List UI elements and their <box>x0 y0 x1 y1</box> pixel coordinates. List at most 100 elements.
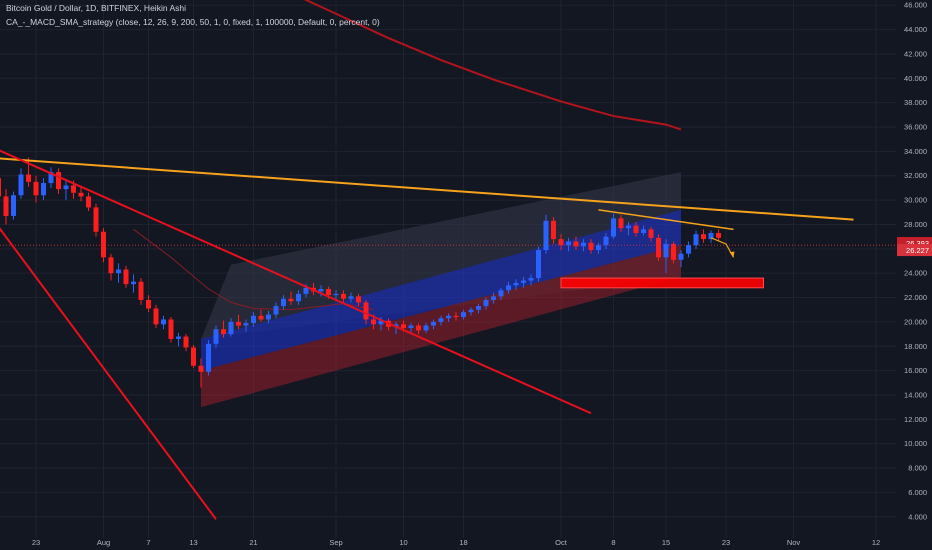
candle <box>288 291 294 305</box>
candle <box>86 192 91 212</box>
candle-body <box>656 237 661 258</box>
y-tick-label: 8.000 <box>908 464 927 473</box>
candle <box>686 241 691 258</box>
support-zone-rect <box>560 277 764 289</box>
candle-body <box>438 318 444 322</box>
candle-body <box>521 280 526 283</box>
candle <box>228 318 234 337</box>
trendline-red-upper <box>0 149 592 415</box>
candle <box>431 319 436 330</box>
candle-body <box>41 183 46 196</box>
y-tick-label: 34.000 <box>904 147 927 156</box>
candle <box>693 230 699 249</box>
x-tick-label: Aug <box>97 538 110 547</box>
candle-body <box>716 232 721 238</box>
trendline-red-lower <box>0 227 217 520</box>
candle <box>491 292 496 304</box>
candle <box>3 189 9 225</box>
candle-body <box>498 290 504 297</box>
candle <box>656 234 661 261</box>
candle <box>588 239 594 254</box>
candle-body <box>333 293 339 296</box>
x-tick-label: Oct <box>555 538 568 547</box>
candle <box>318 285 324 297</box>
candle <box>543 214 549 254</box>
candle <box>213 325 219 348</box>
candle-body <box>108 257 114 274</box>
candle <box>461 309 466 320</box>
candle-body <box>641 229 646 233</box>
candle <box>641 225 646 236</box>
symbol-legend[interactable]: Bitcoin Gold / Dollar, 1D, BITFINEX, Hei… <box>6 3 186 13</box>
x-tick-label: Nov <box>787 538 801 547</box>
x-tick-label: Sep <box>329 538 342 547</box>
candle <box>48 167 54 188</box>
indicator-legend[interactable]: CA_-_MACD_SMA_strategy (close, 12, 26, 9… <box>6 17 380 27</box>
candle <box>603 232 609 249</box>
candle <box>168 317 174 343</box>
candle <box>581 239 586 252</box>
candle <box>716 229 721 242</box>
projection-arrow-head <box>729 251 735 258</box>
candle-body <box>348 296 354 299</box>
candle-body <box>243 323 249 326</box>
y-tick-label: 44.000 <box>904 25 927 34</box>
candle <box>528 274 534 286</box>
candle <box>468 307 474 316</box>
candle <box>206 340 211 376</box>
candle <box>18 168 24 199</box>
x-tick-label: 15 <box>662 538 670 547</box>
price-tag-bg <box>897 244 932 257</box>
candle-body <box>123 269 129 285</box>
candle-body <box>678 253 684 260</box>
candle-body <box>686 245 691 254</box>
candle <box>0 178 1 197</box>
y-tick-label: 30.000 <box>904 196 927 205</box>
candle <box>506 281 511 294</box>
candle <box>596 242 601 254</box>
candle-body <box>408 325 414 328</box>
y-tick-label: 32.000 <box>904 171 927 180</box>
y-tick-label: 22.000 <box>904 293 927 302</box>
x-tick-label: 23 <box>32 538 40 547</box>
candle-body <box>416 325 421 331</box>
candle <box>281 295 286 310</box>
candle-body <box>288 298 294 302</box>
candle-body <box>266 314 271 320</box>
candle <box>363 299 369 325</box>
candle <box>626 222 631 236</box>
y-tick-label: 42.000 <box>904 49 927 58</box>
candle-body <box>176 336 181 339</box>
candle-body <box>663 243 669 258</box>
candle-body <box>671 243 676 260</box>
candle-body <box>101 231 106 258</box>
candle <box>356 293 361 307</box>
candle-body <box>468 309 474 313</box>
x-tick-label: 21 <box>249 538 257 547</box>
candle <box>116 263 121 283</box>
candle <box>483 297 489 310</box>
y-tick-label: 16.000 <box>904 366 927 375</box>
y-tick-label: 40.000 <box>904 74 927 83</box>
candle <box>708 230 714 243</box>
candle-body <box>483 299 489 307</box>
y-tick-label: 14.000 <box>904 390 927 399</box>
candle <box>438 315 444 326</box>
candle <box>536 246 541 282</box>
candle <box>101 228 106 263</box>
y-tick-label: 36.000 <box>904 123 927 132</box>
y-tick-label: 28.000 <box>904 220 927 229</box>
candle-body <box>326 289 331 296</box>
candle-body <box>318 289 324 292</box>
candle <box>11 191 16 220</box>
candle-body <box>273 306 279 315</box>
candle-body <box>506 285 511 291</box>
candle-body <box>618 218 624 229</box>
x-tick-label: 12 <box>872 538 880 547</box>
x-tick-label: 10 <box>399 538 407 547</box>
x-tick-label: 23 <box>722 538 730 547</box>
candle <box>131 274 136 293</box>
candle-body <box>281 298 286 307</box>
